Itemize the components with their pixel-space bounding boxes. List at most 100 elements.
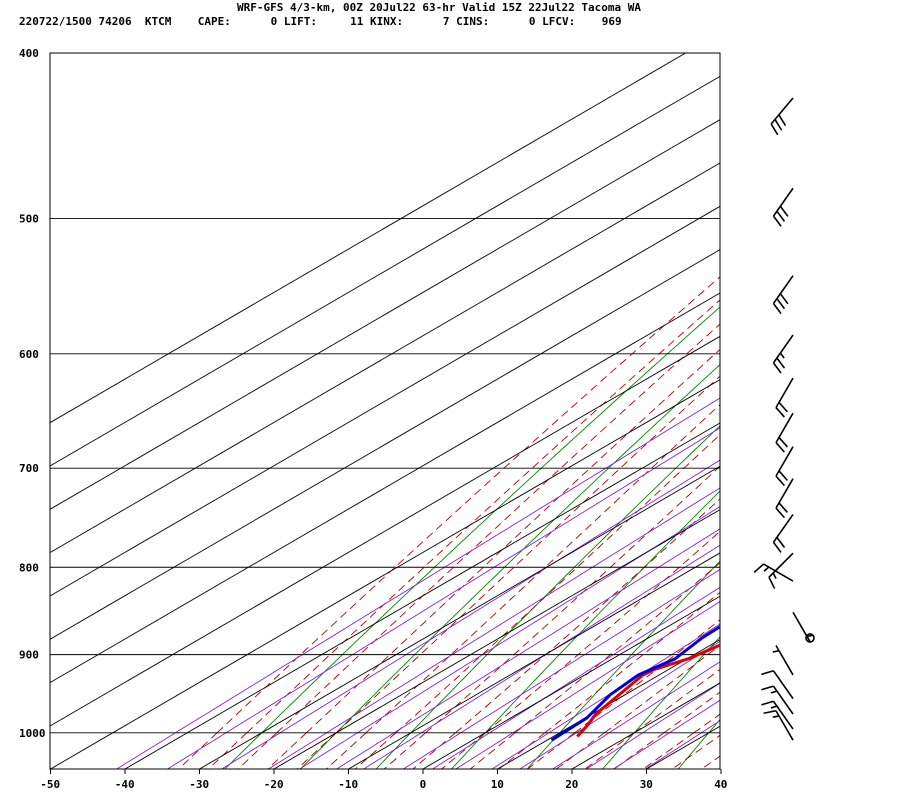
wind-barb xyxy=(792,611,814,643)
wind-barb-staff xyxy=(775,478,794,509)
wind-barb-flag xyxy=(779,293,789,305)
mixing-ratio-line xyxy=(221,459,720,769)
isotherm xyxy=(422,595,720,769)
moist-adiabat xyxy=(325,732,367,769)
isotherm xyxy=(50,335,720,727)
mixing-ratio-line xyxy=(116,397,720,769)
moist-adiabat xyxy=(237,732,277,769)
isotherm xyxy=(50,162,720,554)
wind-barb xyxy=(770,97,794,136)
moist-adiabat xyxy=(613,732,665,769)
isotherm xyxy=(199,465,720,769)
wind-barb-flag xyxy=(772,215,782,227)
profiles xyxy=(550,624,720,742)
dry-adiabat xyxy=(375,425,720,769)
moist-adiabat xyxy=(412,732,456,769)
moist-adiabat xyxy=(267,732,307,769)
wind-barb xyxy=(768,552,794,589)
moist-adiabat xyxy=(178,732,218,769)
x-tick-label: -40 xyxy=(115,778,135,791)
wind-barb-staff xyxy=(775,645,794,676)
isotherm xyxy=(50,53,686,424)
wind-barb-flag xyxy=(775,475,785,487)
dry-adiabat xyxy=(451,490,720,769)
wind-barb-half-flag xyxy=(763,566,770,572)
mixing-ratio-line xyxy=(268,487,720,769)
wind-barb-flag xyxy=(778,401,788,413)
wind-barb-flag xyxy=(778,114,787,127)
wind-barb xyxy=(775,446,794,487)
y-tick-label: 1000 xyxy=(19,727,46,740)
wind-barb xyxy=(772,275,794,315)
moist-adiabat xyxy=(335,375,720,734)
x-tick-label: 10 xyxy=(491,778,504,791)
mixing-ratio-line xyxy=(519,640,720,769)
moist-adiabat xyxy=(425,465,720,734)
isotherm xyxy=(497,639,720,769)
wind-barb xyxy=(772,334,794,374)
mixing-ratio-line xyxy=(586,682,720,769)
wind-barb-half-flag xyxy=(772,715,780,718)
wind-barb-half-flag xyxy=(770,705,778,709)
tick-labels: 400 500 600 700 800 900 1000 -50 -40 -30 -20 -10 0 10… xyxy=(19,47,727,791)
mixing-ratio-line xyxy=(363,544,720,769)
background-lines xyxy=(50,53,900,769)
mixing-ratio-line xyxy=(613,699,720,769)
wind-barb-flag xyxy=(775,507,785,519)
wind-barb-flag xyxy=(761,700,774,706)
wind-barb-staff xyxy=(772,700,794,730)
wind-barb xyxy=(775,412,794,453)
profile-line xyxy=(550,624,720,742)
moist-adiabat xyxy=(642,732,695,769)
wind-barb-flag xyxy=(770,123,779,136)
isotherm xyxy=(50,205,720,597)
wind-barb-flag xyxy=(761,685,774,691)
wind-barb xyxy=(763,709,794,741)
moist-adiabat xyxy=(672,734,720,769)
moist-adiabat xyxy=(296,732,337,769)
wind-barb-flag xyxy=(775,407,785,418)
moist-adiabat xyxy=(604,644,720,734)
moist-adiabat xyxy=(701,755,720,769)
wind-barb-half-flag xyxy=(806,634,814,638)
chart-title: WRF-GFS 4/3-km, 00Z 20Jul22 63-hr Valid … xyxy=(237,1,641,14)
moist-adiabat xyxy=(455,498,720,734)
dry-adiabat xyxy=(754,57,900,769)
isotherm xyxy=(571,682,720,769)
wind-barb-staff xyxy=(772,187,794,217)
sounding-indices: 220722/1500 74206 KTCM CAPE: 0 LIFT: 11 … xyxy=(19,15,622,28)
isotherm xyxy=(50,119,720,510)
mixing-ratio-line xyxy=(299,506,720,769)
wind-barb-flag xyxy=(772,303,782,315)
isotherm xyxy=(273,509,720,769)
isotherm xyxy=(50,75,720,467)
dry-adiabat xyxy=(602,636,720,769)
y-tick-label: 400 xyxy=(19,47,39,60)
wind-barb-flag xyxy=(776,210,786,222)
wind-barb-staff xyxy=(772,275,794,304)
wind-barb-flag xyxy=(768,576,776,589)
moist-adiabat xyxy=(527,732,575,769)
isotherm xyxy=(50,379,720,769)
dry-adiabat xyxy=(300,364,720,769)
moist-adiabat xyxy=(584,732,635,769)
wind-barb-flag xyxy=(761,670,774,676)
wind-barb xyxy=(753,563,794,582)
moist-adiabat xyxy=(246,299,720,734)
x-tick-label: 20 xyxy=(565,778,578,791)
wind-barb-half-flag xyxy=(772,572,777,580)
moist-adiabat xyxy=(276,323,720,734)
wind-barb-staff xyxy=(763,563,794,582)
wind-barb-staff xyxy=(772,334,794,364)
wind-barb-calm xyxy=(805,633,815,643)
moist-adiabat xyxy=(753,53,900,733)
isotherm xyxy=(50,292,720,684)
isotherm xyxy=(50,249,720,640)
wind-barb xyxy=(775,478,794,519)
wind-barb-staff xyxy=(775,377,794,408)
wind-barb-flag xyxy=(772,541,782,553)
x-tick-label: -20 xyxy=(264,778,284,791)
isotherm xyxy=(646,725,720,769)
moist-adiabat xyxy=(498,732,546,769)
wind-barb xyxy=(761,685,794,715)
